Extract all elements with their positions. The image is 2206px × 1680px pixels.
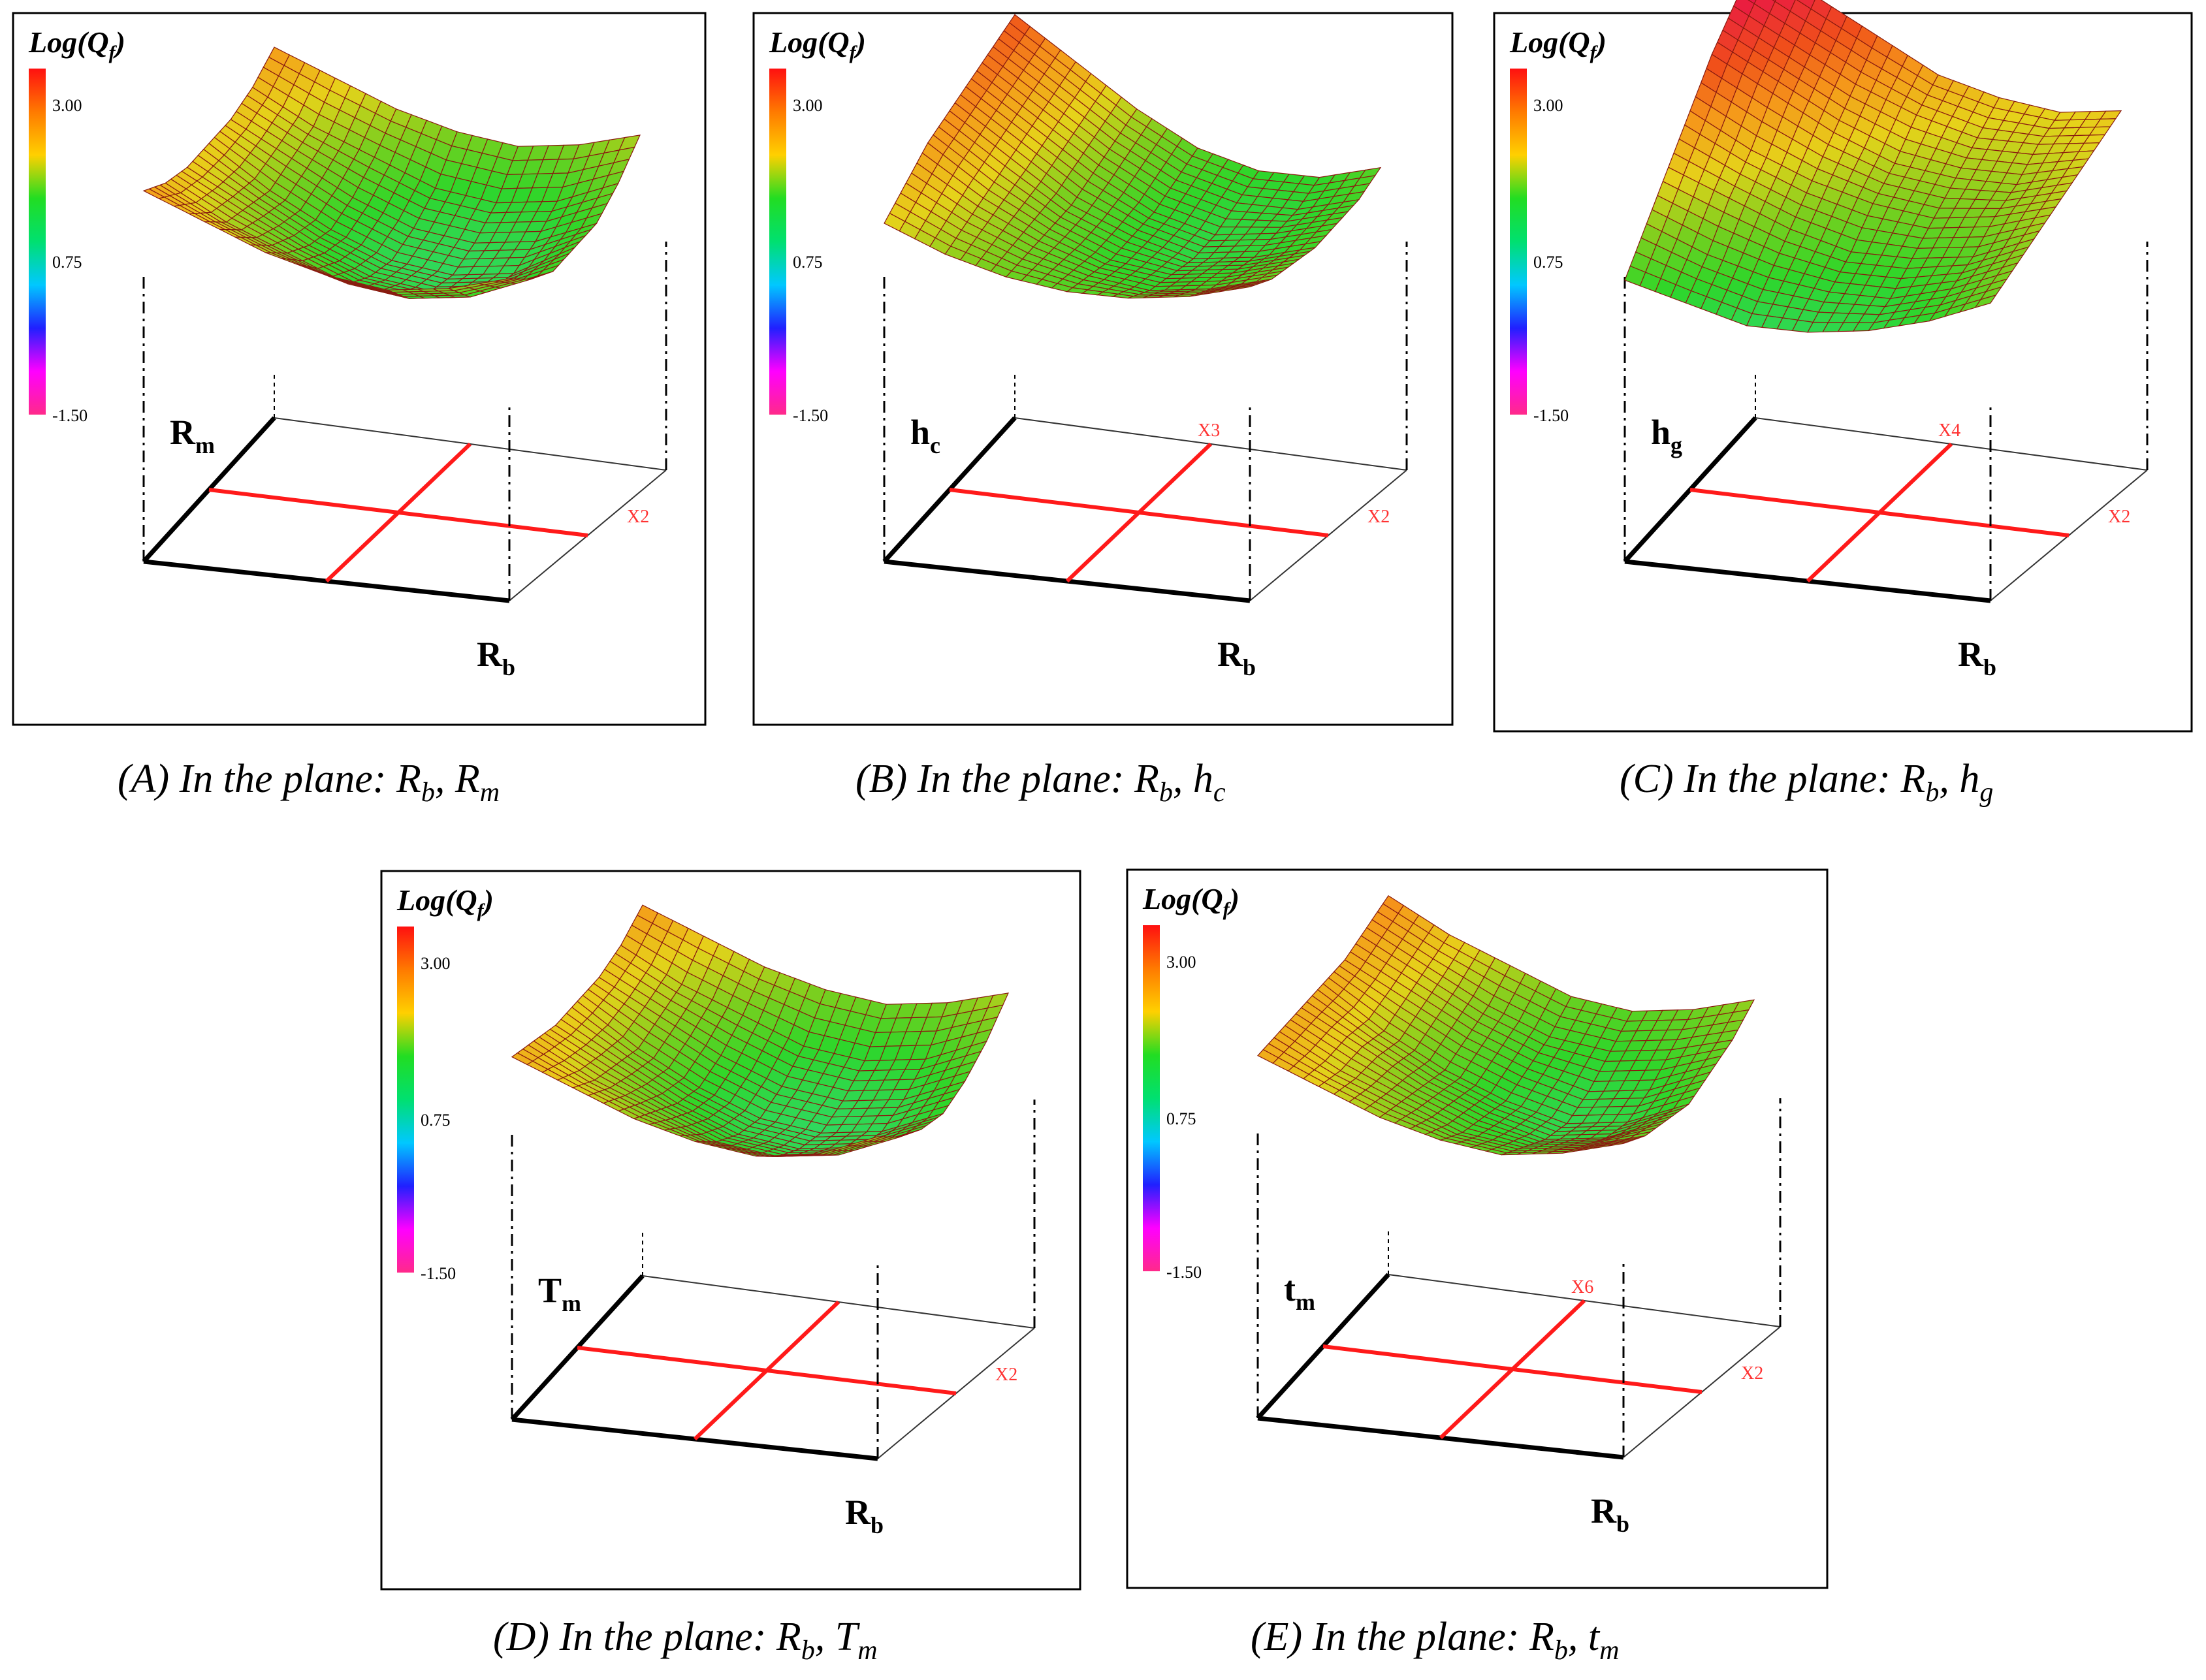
panel-b: Log(Qf) 3.00 0.75 -1.50 X2 X3 hc Rb: [752, 12, 1454, 726]
floor-marker-label: X2: [1741, 1363, 1763, 1384]
colorbar: Log(Qf) 3.00 0.75 -1.50: [769, 25, 866, 425]
colorbar-tick-label: 3.00: [52, 96, 82, 115]
colorbar-gradient: [769, 69, 786, 415]
floor-marker-label: X2: [995, 1365, 1017, 1385]
x-axis-label: Rb: [845, 1493, 884, 1538]
colorbar-gradient: [1510, 69, 1527, 415]
colorbar-tick-label: 3.00: [421, 954, 451, 973]
floor-marker-label-2: X3: [1198, 420, 1220, 441]
caption-c: (C) In the plane: Rb, hg: [1620, 757, 1993, 808]
x-axis-label: Rb: [1958, 635, 1996, 680]
surface-patch: [1608, 1141, 1629, 1147]
colorbar-tick-label: -1.50: [1533, 406, 1569, 425]
y-axis-label: Rm: [170, 413, 215, 458]
colorbar-tick-label: 0.75: [52, 253, 82, 272]
floor-marker-label-2: X4: [1938, 420, 1960, 441]
colorbar-gradient: [1143, 925, 1160, 1271]
colorbar: Log(Qf) 3.00 0.75 -1.50: [28, 25, 125, 425]
floor-center-line-y: [1806, 442, 1953, 583]
floor-center-line-y: [325, 442, 472, 583]
caption-d: (D) In the plane: Rb, Tm: [493, 1615, 878, 1666]
caption-text: (A) In the plane: Rb, Rm: [118, 757, 500, 808]
colorbar-tick-label: -1.50: [52, 406, 88, 425]
floor-center-line-y: [1065, 442, 1213, 583]
y-axis-label: hc: [910, 413, 940, 458]
caption-text: (E) In the plane: Rb, tm: [1251, 1615, 1619, 1666]
surface-plot: X2 X4 hg Rb: [1623, 0, 2149, 680]
floor-marker-label-2: X6: [1571, 1277, 1593, 1297]
colorbar-title: Log(Qf): [1142, 882, 1239, 920]
surface-mesh: [142, 46, 641, 299]
x-axis-label: Rb: [1217, 635, 1256, 680]
colorbar: Log(Qf) 3.00 0.75 -1.50: [396, 883, 494, 1283]
colorbar-title: Log(Qf): [396, 883, 494, 921]
floor-marker-label: X2: [2108, 507, 2130, 527]
surface-plot: X2 Rm Rb: [142, 46, 667, 680]
colorbar-tick-label: 0.75: [1166, 1109, 1196, 1128]
caption-text: (B) In the plane: Rb, hc: [855, 757, 1226, 808]
colorbar-tick-label: -1.50: [793, 406, 828, 425]
panel-d: Log(Qf) 3.00 0.75 -1.50 X2 Tm Rb: [380, 870, 1081, 1591]
x-axis-label: Rb: [1591, 1491, 1629, 1537]
colorbar-tick-label: 3.00: [1166, 953, 1196, 972]
x-axis-label: Rb: [477, 635, 515, 680]
caption-text: (D) In the plane: Rb, Tm: [493, 1615, 878, 1666]
caption-a: (A) In the plane: Rb, Rm: [118, 757, 500, 808]
colorbar-title: Log(Qf): [769, 25, 866, 63]
colorbar-tick-label: 0.75: [1533, 253, 1563, 272]
surface-plot: X2 Tm Rb: [510, 904, 1036, 1538]
colorbar-tick-label: 0.75: [421, 1111, 451, 1130]
floor-center-line-y: [693, 1300, 840, 1441]
colorbar: Log(Qf) 3.00 0.75 -1.50: [1142, 882, 1239, 1282]
caption-b: (B) In the plane: Rb, hc: [855, 757, 1226, 808]
floor-marker-label: X2: [627, 507, 649, 527]
colorbar: Log(Qf) 3.00 0.75 -1.50: [1509, 25, 1607, 425]
surface-mesh: [884, 14, 1382, 299]
surface-plot: X2 X3 hc Rb: [882, 14, 1408, 680]
floor-marker-label: X2: [1367, 507, 1390, 527]
surface-patch: [494, 278, 515, 283]
y-axis-label: tm: [1284, 1269, 1315, 1315]
surface-mesh: [1624, 0, 2122, 333]
y-axis-label: hg: [1651, 413, 1682, 458]
colorbar-tick-label: 3.00: [793, 96, 823, 115]
y-axis-label: Tm: [538, 1271, 581, 1316]
surface-patch: [1974, 294, 1997, 309]
caption-text: (C) In the plane: Rb, hg: [1620, 757, 1993, 808]
colorbar-tick-label: 3.00: [1533, 96, 1563, 115]
colorbar-gradient: [397, 927, 414, 1273]
caption-e: (E) In the plane: Rb, tm: [1251, 1615, 1619, 1666]
colorbar-title: Log(Qf): [1509, 25, 1607, 63]
colorbar-gradient: [29, 69, 46, 415]
colorbar-tick-label: -1.50: [1166, 1263, 1202, 1282]
panel-a: Log(Qf) 3.00 0.75 -1.50 X2 Rm Rb: [12, 12, 707, 726]
surface-patch: [862, 1136, 884, 1142]
surface-mesh: [511, 904, 1010, 1157]
panel-c: Log(Qf) 3.00 0.75 -1.50 X2 X4 hg Rb: [1493, 0, 2193, 733]
surface-patch: [1234, 284, 1256, 290]
colorbar-title: Log(Qf): [28, 25, 125, 63]
surface-mesh: [1257, 895, 1755, 1156]
surface-plot: X2 X6 tm Rb: [1256, 895, 1782, 1537]
colorbar-tick-label: 0.75: [793, 253, 823, 272]
floor-center-line-y: [1439, 1299, 1586, 1440]
panel-e: Log(Qf) 3.00 0.75 -1.50 X2 X6 tm Rb: [1126, 868, 1829, 1589]
colorbar-tick-label: -1.50: [421, 1264, 456, 1283]
